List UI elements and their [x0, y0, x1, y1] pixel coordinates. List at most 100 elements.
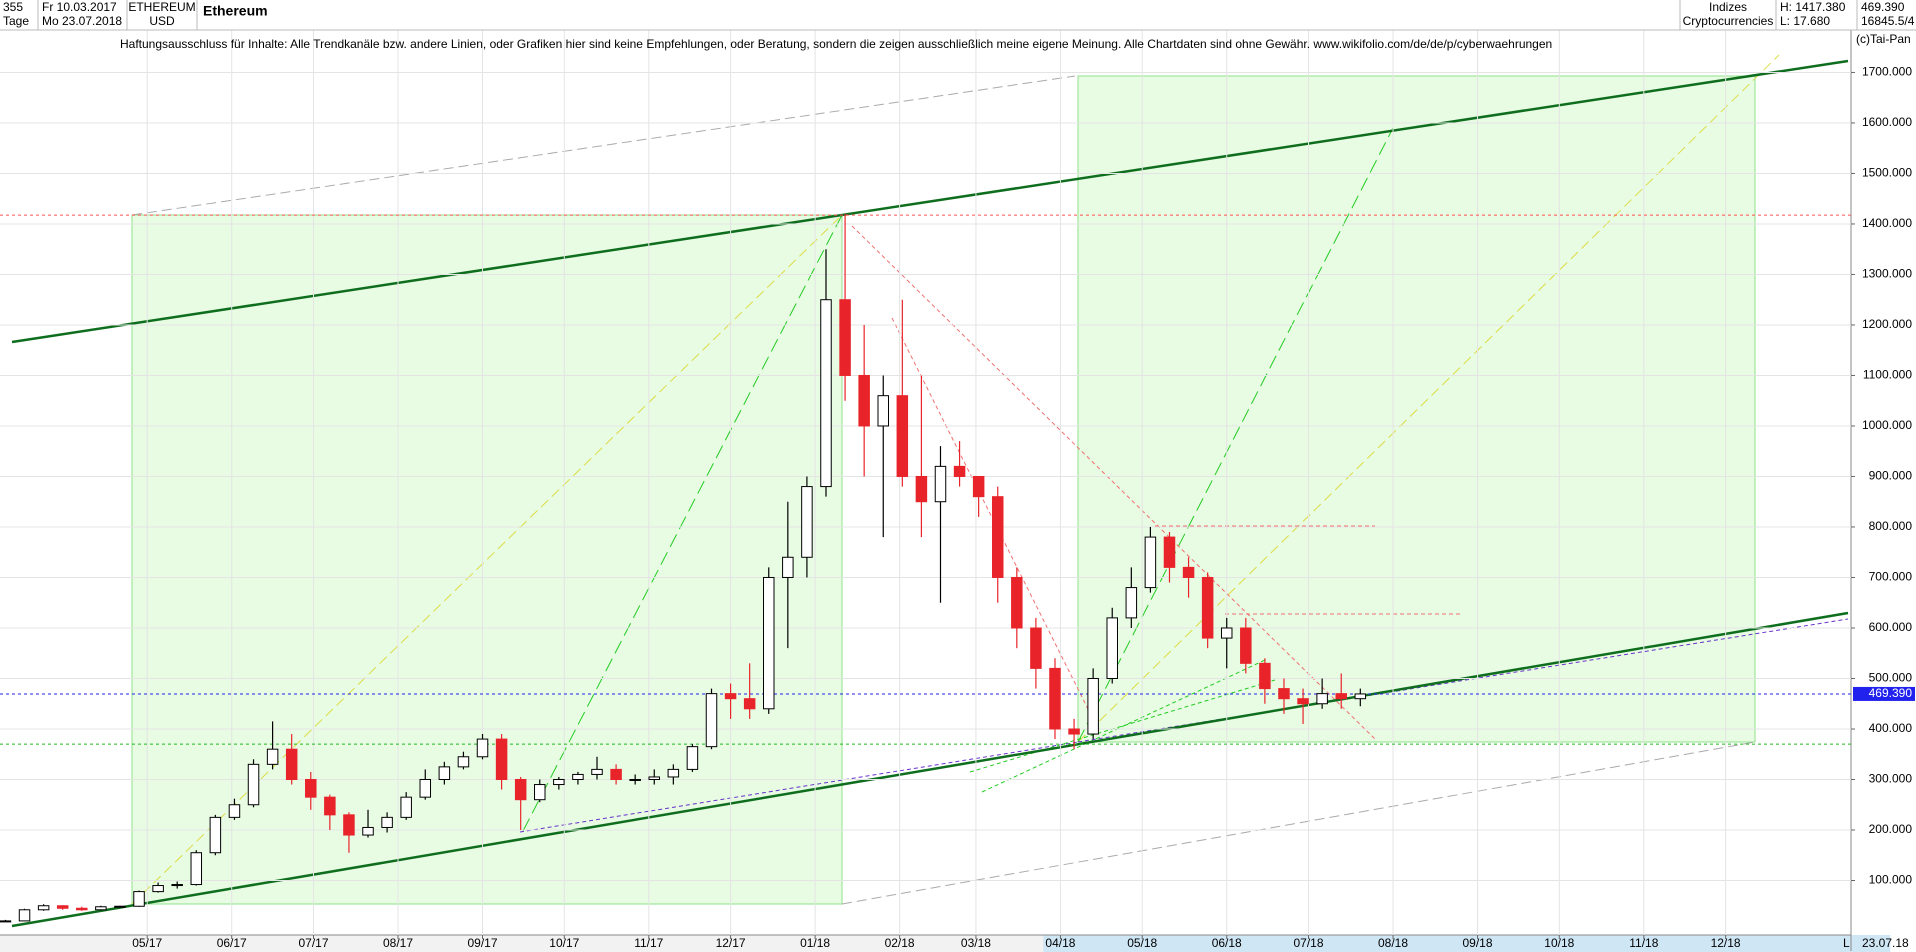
x-tick-label: 08/18 [1378, 936, 1408, 950]
candle-body [95, 906, 107, 911]
x-tick-label: 08/17 [383, 936, 413, 950]
scale-mode: L [1843, 936, 1850, 950]
candle-body [1125, 587, 1138, 619]
x-tick-label: 11/17 [634, 936, 663, 950]
candle-body [1240, 627, 1252, 664]
candle-body [171, 884, 183, 887]
candle-body [305, 778, 317, 798]
candle-body [763, 576, 775, 710]
candle-body [915, 475, 928, 503]
candle-body [133, 891, 145, 907]
candle-body [1163, 536, 1176, 568]
candle-body [438, 766, 451, 780]
count[interactable]: 355 [3, 0, 23, 14]
candle-body [1278, 688, 1290, 700]
y-tick-label: 1400.000 [1862, 216, 1912, 230]
to-date: Mo 23.07.2018 [42, 14, 122, 28]
candle-body [648, 776, 661, 780]
symbol: ETHEREUM [128, 0, 195, 14]
guide-line [841, 741, 1756, 905]
axes: 100.000 200.000 300.000 400.000 500.000 600.0… [0, 27, 1912, 952]
y-tick-label: 400.000 [1869, 721, 1913, 735]
candle-body [0, 920, 12, 923]
candle-body [782, 556, 794, 578]
candle-body [858, 374, 870, 427]
price-tag [1853, 686, 1915, 701]
candle-body [343, 814, 355, 836]
sector: Cryptocurrencies [1683, 14, 1774, 28]
candle-body [1049, 667, 1061, 730]
candle-body [152, 885, 164, 893]
candle-body [1068, 728, 1080, 735]
x-tick-label: 11/18 [1629, 936, 1658, 950]
candle-body [419, 778, 432, 798]
candle-body [18, 909, 31, 922]
guide-line [891, 317, 1089, 710]
y-tick-label: 1600.000 [1862, 115, 1912, 129]
y-tick-label: 100.000 [1869, 873, 1913, 887]
header-bar [0, 0, 1916, 30]
candle-body [667, 768, 680, 778]
y-tick-label: 600.000 [1869, 620, 1913, 634]
candle-body [1297, 698, 1309, 705]
x-tick-label: 05/17 [132, 936, 162, 950]
copyright: (c)Tai-Pan [1856, 32, 1911, 46]
y-tick-label: 1300.000 [1862, 267, 1912, 281]
candle-body [1354, 693, 1367, 700]
y-tick-label: 1100.000 [1863, 368, 1912, 382]
x-axis-band-future [1043, 935, 1891, 952]
candle-body [686, 746, 699, 770]
candle-body [1316, 693, 1328, 705]
chart-title: Ethereum [203, 3, 268, 19]
disclaimer: Haftungsausschluss für Inhalte: Alle Tre… [120, 37, 1552, 51]
candle-body [76, 907, 88, 911]
guide-line [522, 214, 843, 832]
group: Indizes [1709, 0, 1747, 14]
candle-body [610, 768, 622, 780]
candle-body [1144, 536, 1157, 589]
candle-body [934, 465, 947, 503]
y-tick-label: 1700.000 [1862, 65, 1912, 79]
x-tick-label: 12/17 [716, 936, 746, 950]
x-tick-label: 02/18 [885, 936, 915, 950]
guide-line [851, 225, 1376, 740]
x-tick-label: 07/17 [298, 936, 328, 950]
candle-body [457, 756, 470, 768]
trend-line [11, 59, 1849, 344]
candle-body [1011, 576, 1023, 629]
candle-body [381, 816, 393, 828]
candle-body [820, 299, 832, 488]
candle-body [266, 748, 279, 765]
price-tag-label: 469.390 [1869, 686, 1913, 700]
candle-body [896, 395, 909, 477]
currency: USD [149, 14, 175, 28]
candle-body [495, 738, 508, 780]
guide-line [131, 75, 1076, 216]
y-tick-label: 700.000 [1869, 570, 1913, 584]
unit[interactable]: Tage [3, 14, 29, 28]
candle-body [724, 693, 737, 700]
candle-body [190, 852, 203, 886]
x-tick-label: 07/18 [1293, 936, 1323, 950]
candle-body [991, 496, 1004, 578]
candle-body [1220, 627, 1233, 639]
candle-body [972, 475, 985, 498]
x-tick-label: 01/18 [800, 936, 830, 950]
candle-body [324, 796, 336, 816]
candle-body [228, 804, 241, 818]
candle-body [743, 698, 756, 710]
end-date: 23.07.18 [1862, 936, 1909, 950]
x-tick-label: 10/17 [549, 936, 579, 950]
candle-body [362, 826, 374, 836]
candle-body [114, 905, 126, 908]
candle-body [56, 905, 69, 909]
x-tick-label: 10/18 [1544, 936, 1574, 950]
overlays [11, 54, 1849, 928]
candle-body [705, 693, 718, 748]
y-tick-label: 200.000 [1869, 822, 1913, 836]
candle-body [1259, 662, 1271, 690]
x-tick-label: 04/18 [1045, 936, 1075, 950]
x-tick-label: 05/18 [1127, 936, 1157, 950]
candle-body [801, 486, 813, 558]
